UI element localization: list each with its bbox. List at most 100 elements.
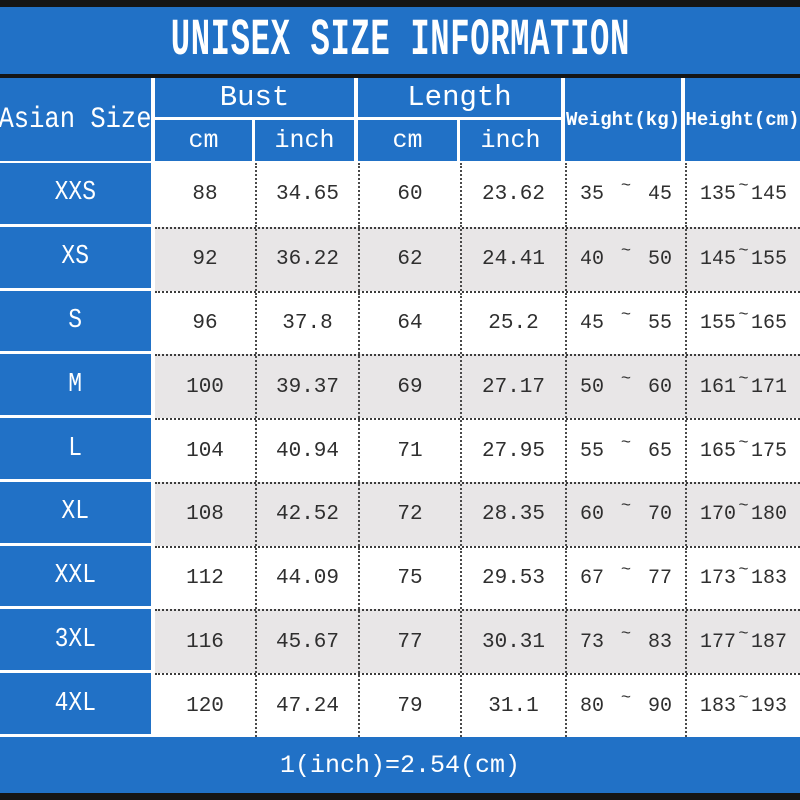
bust-cm-cell: 88 bbox=[192, 183, 218, 207]
height-min: 161 bbox=[700, 375, 737, 399]
size-label: S bbox=[68, 305, 83, 336]
title-divider bbox=[0, 74, 800, 78]
weight-min: 45 bbox=[580, 311, 605, 335]
asian-size-label: Asian Size bbox=[0, 102, 153, 137]
bust-inch-cell: 34.65 bbox=[255, 163, 358, 227]
row-data: 108 42.52 72 28.35 60 ~ 70 170 ~ 180 bbox=[155, 481, 800, 546]
height-max: 193 bbox=[750, 694, 787, 718]
footer-band: 1(inch)=2.54(cm) bbox=[0, 737, 800, 793]
top-border-bar bbox=[0, 0, 800, 7]
length-cm-cell: 71 bbox=[358, 420, 460, 482]
size-label: XXS bbox=[54, 178, 97, 209]
header-bust-cm: cm bbox=[155, 120, 255, 161]
height-min: 173 bbox=[700, 567, 737, 591]
tilde-icon: ~ bbox=[738, 561, 749, 581]
bust-cm-cell: 92 bbox=[192, 248, 218, 272]
weight-range-cell: 67 ~ 77 bbox=[565, 547, 685, 610]
bust-cm-cell: 108 bbox=[186, 503, 224, 527]
length-inch-cell: 31.1 bbox=[460, 675, 565, 738]
tilde-icon: ~ bbox=[620, 177, 632, 197]
height-max: 187 bbox=[750, 630, 787, 654]
row-data: 88 34.65 60 23.62 35 ~ 45 135 ~ 145 bbox=[155, 163, 800, 227]
length-cm-cell: 77 bbox=[358, 611, 460, 674]
row-data: 112 44.09 75 29.53 67 ~ 77 173 ~ 183 bbox=[155, 545, 800, 610]
weight-range-cell: 45 ~ 55 bbox=[565, 292, 685, 355]
height-min: 170 bbox=[700, 503, 737, 527]
length-cm-cell: 75 bbox=[358, 547, 460, 610]
row-data: 92 36.22 62 24.41 40 ~ 50 145 ~ 155 bbox=[155, 226, 800, 291]
weight-max: 45 bbox=[647, 183, 672, 207]
weight-range-cell: 55 ~ 65 bbox=[565, 420, 685, 482]
bust-inch-cell: 42.52 bbox=[255, 483, 358, 546]
bust-inch-cell: 40.94 bbox=[255, 420, 358, 482]
bust-inch-cell: 45.67 bbox=[255, 611, 358, 674]
size-label-cell: XL bbox=[0, 481, 155, 546]
height-range-cell: 170 ~ 180 bbox=[685, 483, 800, 546]
length-cm-cell: 72 bbox=[358, 483, 460, 546]
size-label-cell: S bbox=[0, 290, 155, 355]
table-row: M 100 39.37 69 27.17 50 ~ 60 161 ~ 171 bbox=[0, 354, 800, 419]
height-min: 177 bbox=[700, 630, 737, 654]
weight-min: 60 bbox=[580, 503, 605, 527]
tilde-icon: ~ bbox=[738, 369, 749, 389]
size-label-cell: 3XL bbox=[0, 609, 155, 674]
table-row: XL 108 42.52 72 28.35 60 ~ 70 170 ~ 180 bbox=[0, 481, 800, 546]
height-range-cell: 161 ~ 171 bbox=[685, 356, 800, 419]
height-range-cell: 165 ~ 175 bbox=[685, 420, 800, 482]
title-band: UNISEX SIZE INFORMATION bbox=[0, 7, 800, 74]
height-max: 171 bbox=[750, 375, 787, 399]
table-header: Asian Size Bust cm inch Length cm inch W… bbox=[0, 78, 800, 163]
weight-min: 80 bbox=[580, 694, 605, 718]
weight-min: 35 bbox=[580, 183, 605, 207]
header-bust-group: Bust cm inch bbox=[155, 78, 358, 161]
bust-cm-cell: 120 bbox=[186, 694, 224, 718]
tilde-icon: ~ bbox=[738, 624, 749, 644]
tilde-icon: ~ bbox=[738, 433, 749, 453]
length-cm-cell: 69 bbox=[358, 356, 460, 419]
row-data: 120 47.24 79 31.1 80 ~ 90 183 ~ 193 bbox=[155, 673, 800, 738]
height-range-cell: 183 ~ 193 bbox=[685, 675, 800, 738]
bust-cm-cell: 104 bbox=[186, 439, 224, 463]
bust-cm-cell: 96 bbox=[192, 311, 218, 335]
weight-range-cell: 35 ~ 45 bbox=[565, 163, 685, 227]
weight-range-cell: 60 ~ 70 bbox=[565, 483, 685, 546]
tilde-icon: ~ bbox=[620, 369, 632, 389]
table-row: L 104 40.94 71 27.95 55 ~ 65 165 ~ 175 bbox=[0, 418, 800, 482]
weight-max: 55 bbox=[647, 311, 672, 335]
length-inch-cell: 27.17 bbox=[460, 356, 565, 419]
weight-min: 73 bbox=[580, 630, 605, 654]
height-range-cell: 145 ~ 155 bbox=[685, 228, 800, 291]
size-label-cell: XXS bbox=[0, 163, 155, 227]
length-inch-cell: 27.95 bbox=[460, 420, 565, 482]
height-range-cell: 173 ~ 183 bbox=[685, 547, 800, 610]
weight-range-cell: 50 ~ 60 bbox=[565, 356, 685, 419]
height-max: 145 bbox=[750, 183, 787, 207]
tilde-icon: ~ bbox=[620, 561, 632, 581]
length-cm-cell: 79 bbox=[358, 675, 460, 738]
length-inch-cell: 28.35 bbox=[460, 483, 565, 546]
weight-min: 40 bbox=[580, 248, 605, 272]
weight-max: 90 bbox=[647, 694, 672, 718]
tilde-icon: ~ bbox=[738, 305, 749, 325]
tilde-icon: ~ bbox=[738, 688, 749, 708]
row-data: 104 40.94 71 27.95 55 ~ 65 165 ~ 175 bbox=[155, 418, 800, 482]
length-inch-cell: 25.2 bbox=[460, 292, 565, 355]
size-label-cell: M bbox=[0, 354, 155, 419]
weight-range-cell: 40 ~ 50 bbox=[565, 228, 685, 291]
header-height: Height(cm) bbox=[685, 108, 800, 131]
header-length-group: Length cm inch bbox=[358, 78, 565, 161]
weight-max: 83 bbox=[647, 630, 672, 654]
header-bust: Bust bbox=[155, 78, 354, 120]
weight-max: 65 bbox=[647, 439, 672, 463]
table-row: S 96 37.8 64 25.2 45 ~ 55 155 ~ 165 bbox=[0, 290, 800, 355]
tilde-icon: ~ bbox=[620, 242, 632, 262]
size-label-cell: L bbox=[0, 418, 155, 482]
tilde-icon: ~ bbox=[738, 242, 749, 262]
header-length-inch: inch bbox=[480, 126, 541, 155]
bust-inch-cell: 36.22 bbox=[255, 228, 358, 291]
size-label: 4XL bbox=[54, 688, 97, 719]
header-asian-size: Asian Size bbox=[0, 78, 155, 161]
height-range-cell: 135 ~ 145 bbox=[685, 163, 800, 227]
tilde-icon: ~ bbox=[620, 433, 632, 453]
